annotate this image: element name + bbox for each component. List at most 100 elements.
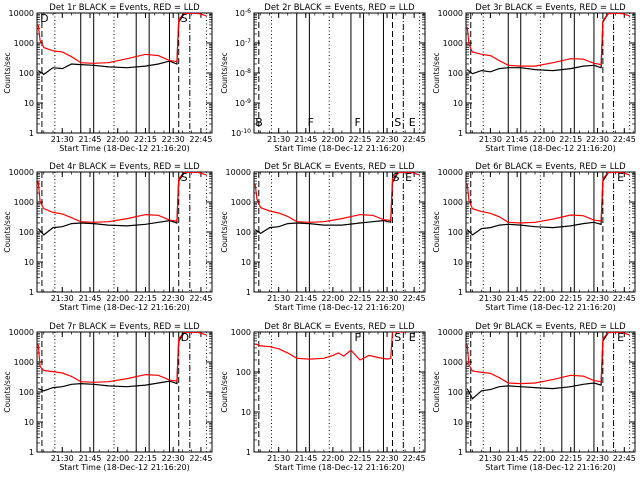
y-tick-label: 10-9 (235, 98, 251, 108)
x-tick-label: 22:15 (559, 454, 582, 463)
lld-series-line (37, 172, 207, 223)
x-tick-label: 22:30 (586, 135, 609, 144)
x-tick-label: 22:30 (586, 454, 609, 463)
y-tick-label: 1 (458, 288, 463, 297)
plot-frame (36, 12, 213, 134)
plot-frame (465, 12, 636, 134)
x-tick-label: 22:45 (613, 294, 636, 303)
events-series-line (37, 13, 200, 76)
x-axis-label: Start Time (18-Dec-12 21:16:20) (59, 144, 190, 153)
region-label: E (617, 331, 624, 344)
y-tick-label: 1000 (14, 39, 34, 48)
y-tick-label: 10 (241, 258, 251, 267)
x-tick-label: 22:15 (134, 294, 157, 303)
x-tick-label: 22:45 (403, 294, 426, 303)
y-tick-label: 1 (458, 448, 463, 457)
x-tick-label: 22:45 (189, 294, 212, 303)
y-tick-label: 1000 (14, 198, 34, 207)
region-label: S (181, 12, 188, 25)
lld-series-line (37, 13, 207, 64)
y-tick-label: 1 (246, 448, 251, 457)
region-label: B (255, 116, 263, 129)
region-label: S (181, 171, 188, 184)
x-tick-label: 21:45 (294, 135, 317, 144)
x-tick-label: 22:15 (348, 454, 371, 463)
plot-panel-8: Det 8r BLACK = Events, RED = LLD 1 10 100 10… (220, 322, 426, 472)
x-tick-label: 21:30 (479, 135, 502, 144)
y-tick-label: 10-8 (235, 68, 251, 78)
y-axis-label: Counts/sec (432, 371, 441, 412)
plot-title: Det 2r BLACK = Events, RED = LLD (264, 3, 415, 13)
y-tick-label: 10 (241, 408, 251, 417)
x-tick-label: 22:00 (321, 135, 344, 144)
y-tick-label: 10 (453, 258, 463, 267)
events-series-line (37, 332, 200, 392)
y-tick-label: 1000 (443, 358, 463, 367)
x-tick-label: 21:30 (51, 454, 74, 463)
y-tick-label: 10 (453, 99, 463, 108)
plot-title: Det 6r BLACK = Events, RED = LLD (475, 162, 626, 172)
x-tick-label: 22:30 (376, 294, 399, 303)
plot-title: Det 3r BLACK = Events, RED = LLD (475, 3, 626, 13)
x-tick-label: 21:30 (479, 294, 502, 303)
plot-panel-6: Det 6r BLACK = Events, RED = LLD 1 10 100 10… (432, 162, 636, 312)
lld-series-line (466, 172, 630, 224)
y-tick-label: 10000 (9, 328, 34, 337)
x-tick-label: 22:45 (189, 135, 212, 144)
lld-series-line (466, 332, 630, 385)
plot-panel-2: Det 2r BLACK = Events, RED = LLD 10-10 10-… (220, 3, 426, 153)
y-tick-label: 100 (19, 388, 34, 397)
x-axis-label: Start Time (18-Dec-12 21:16:20) (485, 144, 616, 153)
lld-series-line (254, 172, 420, 223)
plot-frame (465, 331, 636, 453)
y-tick-label: 1 (458, 129, 463, 138)
plot-panel-1: Det 1r BLACK = Events, RED = LLD 1 10 100 10… (3, 3, 213, 153)
y-axis-label: Counts/sec (220, 371, 229, 412)
events-series-line (466, 332, 623, 400)
region-label: S (392, 171, 399, 184)
x-tick-label: 22:00 (321, 294, 344, 303)
y-tick-label: 10000 (438, 328, 463, 337)
y-axis-label: Counts/sec (220, 211, 229, 252)
y-tick-label: 1000 (14, 358, 34, 367)
plot-title: Det 4r BLACK = Events, RED = LLD (49, 162, 200, 172)
plot-panel-4: Det 4r BLACK = Events, RED = LLD 1 10 100 10… (3, 162, 213, 312)
x-tick-label: 21:45 (506, 135, 529, 144)
x-tick-label: 22:15 (348, 294, 371, 303)
x-tick-label: 22:15 (134, 135, 157, 144)
y-tick-label: 1 (29, 448, 34, 457)
y-tick-label: 10000 (438, 9, 463, 18)
x-tick-label: 22:30 (376, 135, 399, 144)
region-label: F (308, 116, 314, 129)
lld-series-line (37, 332, 207, 383)
region-label: D (181, 331, 189, 344)
y-tick-label: 1 (29, 129, 34, 138)
x-tick-label: 21:30 (267, 135, 290, 144)
x-tick-label: 21:45 (78, 454, 101, 463)
plot-panel-5: Det 5r BLACK = Events, RED = LLD 1 10 100 10… (220, 162, 426, 312)
region-label: E (409, 331, 416, 344)
x-tick-label: 22:00 (106, 454, 129, 463)
x-tick-label: 22:15 (348, 135, 371, 144)
x-tick-label: 21:30 (51, 294, 74, 303)
lld-series-line (466, 13, 630, 67)
plot-frame (36, 171, 213, 293)
plot-panel-7: Det 7r BLACK = Events, RED = LLD 1 10 100 10… (3, 322, 213, 472)
x-tick-label: 22:15 (134, 454, 157, 463)
plot-frame (253, 331, 426, 453)
plot-frame (253, 171, 426, 293)
y-tick-label: 100 (448, 69, 463, 78)
y-tick-label: 1 (29, 288, 34, 297)
plot-title: Det 7r BLACK = Events, RED = LLD (49, 322, 200, 332)
y-tick-label: 10000 (9, 9, 34, 18)
x-tick-label: 22:45 (613, 454, 636, 463)
x-axis-label: Start Time (18-Dec-12 21:16:20) (274, 144, 405, 153)
region-label: D (40, 12, 48, 25)
y-tick-label: 1000 (231, 198, 251, 207)
x-tick-label: 22:30 (586, 294, 609, 303)
x-tick-label: 21:45 (506, 454, 529, 463)
region-label: F (355, 116, 361, 129)
x-tick-label: 22:45 (613, 135, 636, 144)
x-tick-label: 21:45 (294, 294, 317, 303)
